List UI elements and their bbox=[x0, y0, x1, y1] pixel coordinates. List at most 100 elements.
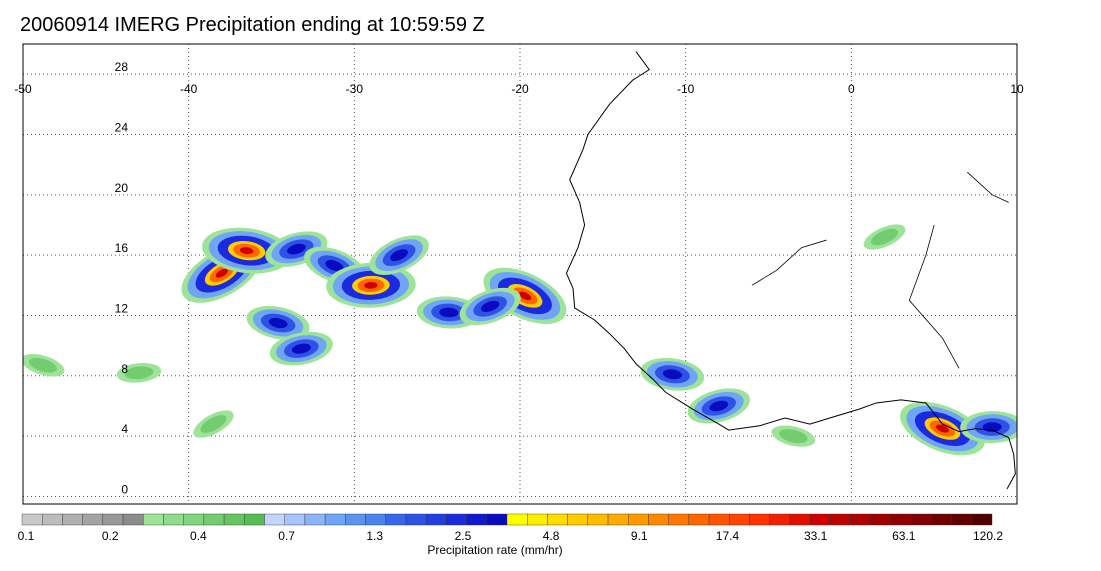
precip-cell bbox=[116, 362, 162, 383]
lat-lon-grid bbox=[22, 44, 1018, 504]
precip-contour bbox=[662, 369, 682, 380]
precip-contour bbox=[325, 260, 344, 272]
latitude-labels: 28 24 20 16 12 8 4 0 bbox=[115, 60, 129, 496]
precip-contour bbox=[779, 429, 808, 444]
colorbar-swatch bbox=[223, 513, 245, 526]
precip-contour bbox=[239, 247, 254, 255]
colorbar-swatch bbox=[870, 513, 892, 526]
precip-contour bbox=[200, 415, 227, 433]
precip-contour bbox=[481, 300, 500, 313]
colorbar-swatch bbox=[809, 513, 831, 526]
lat-label: 0 bbox=[121, 482, 128, 496]
precipitation-field bbox=[23, 224, 1017, 456]
river-line bbox=[967, 171, 1009, 203]
colorbar-swatch bbox=[708, 513, 730, 526]
map-title: 20060914 IMERG Precipitation ending at 1… bbox=[20, 14, 485, 36]
africa-coastline bbox=[565, 51, 1016, 490]
precip-cell bbox=[960, 411, 1017, 444]
precip-contour bbox=[870, 228, 899, 246]
colorbar-tick: 0.2 bbox=[102, 529, 119, 543]
precip-cell bbox=[23, 353, 65, 377]
colorbar-swatch bbox=[345, 513, 366, 526]
colorbar-swatch bbox=[668, 513, 690, 526]
lon-label: -50 bbox=[14, 82, 32, 96]
precip-cell bbox=[640, 357, 705, 391]
precip-contour bbox=[364, 281, 378, 289]
precip-cell bbox=[483, 267, 567, 324]
lat-label: 24 bbox=[115, 120, 129, 134]
coastline bbox=[565, 51, 1016, 490]
colorbar-swatch bbox=[203, 513, 225, 526]
colorbar-swatch bbox=[910, 513, 932, 526]
precip-contour bbox=[518, 291, 532, 301]
colorbar-tick: 1.3 bbox=[366, 529, 383, 543]
colorbar-swatch bbox=[304, 513, 326, 526]
lat-label: 12 bbox=[115, 301, 129, 315]
colorbar-tick: 4.8 bbox=[543, 529, 560, 543]
colorbar-swatch bbox=[143, 513, 164, 526]
colorbar-swatch bbox=[628, 513, 649, 526]
colorbar-swatch bbox=[648, 513, 669, 526]
river-line bbox=[751, 239, 827, 286]
colorbar-tick: 2.5 bbox=[455, 529, 472, 543]
lat-label: 28 bbox=[115, 60, 129, 74]
lat-label: 16 bbox=[115, 241, 129, 255]
colorbar-swatch bbox=[769, 513, 791, 526]
colorbar bbox=[21, 513, 993, 526]
colorbar-swatch bbox=[486, 513, 508, 526]
colorbar-swatch bbox=[163, 513, 184, 526]
colorbar-swatch bbox=[850, 513, 871, 526]
lon-label: -20 bbox=[511, 82, 529, 96]
colorbar-swatch bbox=[567, 513, 589, 526]
precip-contour bbox=[390, 249, 408, 262]
precip-cell bbox=[369, 235, 429, 275]
colorbar-swatch bbox=[405, 513, 427, 526]
colorbar-swatch bbox=[82, 513, 104, 526]
colorbar-swatch bbox=[244, 513, 265, 526]
precip-contour bbox=[709, 400, 729, 412]
colorbar-tick: 0.4 bbox=[190, 529, 207, 543]
precip-cell bbox=[900, 401, 985, 456]
lat-label: 4 bbox=[121, 422, 128, 436]
colorbar-swatch bbox=[971, 513, 993, 526]
river-line bbox=[908, 224, 960, 369]
precip-contour bbox=[268, 317, 288, 329]
colorbar-swatch bbox=[506, 513, 528, 526]
colorbar-swatch bbox=[284, 513, 306, 526]
lon-label: -30 bbox=[346, 82, 364, 96]
colorbar-tick: 33.1 bbox=[804, 529, 828, 543]
colorbar-swatch bbox=[729, 513, 750, 526]
precip-cell bbox=[459, 287, 521, 326]
lon-label: 10 bbox=[1010, 82, 1024, 96]
colorbar-swatch bbox=[385, 513, 407, 526]
precip-cell bbox=[246, 306, 310, 341]
colorbar-tick: 17.4 bbox=[716, 529, 740, 543]
colorbar-swatch bbox=[547, 513, 568, 526]
lon-label: -40 bbox=[180, 82, 198, 96]
precip-contour bbox=[287, 243, 306, 255]
colorbar-swatch bbox=[183, 513, 205, 526]
precip-cell bbox=[269, 331, 333, 366]
colorbar-swatch bbox=[446, 513, 467, 526]
colorbar-swatch bbox=[122, 513, 144, 526]
precip-cell bbox=[193, 410, 234, 438]
colorbar-tick-labels: 0.1 0.2 0.4 0.7 1.3 2.5 4.8 9.1 17.4 33.1 63.1 120.… bbox=[18, 529, 1004, 543]
colorbar-swatch bbox=[264, 513, 285, 526]
lon-label: -10 bbox=[677, 82, 695, 96]
precip-cell bbox=[326, 262, 416, 308]
precip-cell bbox=[687, 388, 750, 424]
colorbar-swatch bbox=[365, 513, 386, 526]
colorbar-swatch bbox=[527, 513, 548, 526]
precip-contour bbox=[936, 424, 949, 433]
precip-cell bbox=[863, 224, 906, 250]
colorbar-swatch bbox=[42, 513, 63, 526]
colorbar-swatch bbox=[830, 513, 851, 526]
colorbar-swatch bbox=[324, 513, 346, 526]
precip-contour bbox=[28, 357, 57, 373]
colorbar-swatch bbox=[607, 513, 629, 526]
precip-contour bbox=[439, 307, 459, 318]
colorbar-swatch bbox=[688, 513, 710, 526]
colorbar-swatch bbox=[951, 513, 972, 526]
lat-label: 8 bbox=[121, 362, 128, 376]
